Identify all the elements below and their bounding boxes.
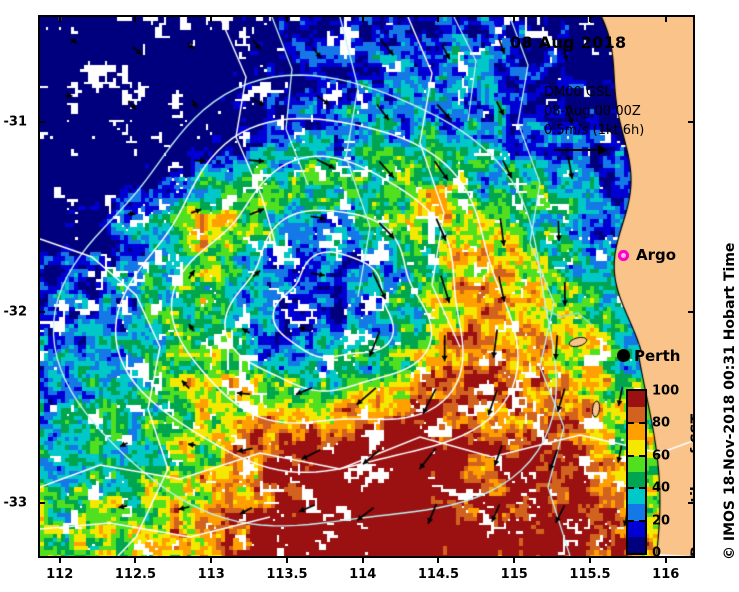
x-axis-label: 112: [46, 567, 74, 582]
colorbar-tick-right: [639, 454, 645, 457]
x-tick-top: [58, 15, 61, 22]
sst-percentile-raster: [40, 17, 693, 556]
velocity-legend-scale: 0.5m/s (1kt 6h): [544, 123, 645, 138]
x-axis-label: 114: [349, 567, 377, 582]
x-tick: [285, 556, 288, 563]
perth-marker-label: Perth: [634, 347, 681, 365]
x-axis-label: 115.5: [569, 567, 611, 582]
colorbar-tick-label: 20: [652, 513, 671, 529]
colorbar-tick-label: 80: [652, 415, 671, 431]
x-tick: [513, 556, 516, 563]
map-title-date: 08 Aug 2018: [510, 33, 627, 52]
x-tick: [588, 556, 591, 563]
colorbar-band: [628, 455, 645, 472]
x-tick: [664, 556, 667, 563]
colorbar-band: [628, 536, 645, 553]
x-axis-label: 113.5: [266, 567, 308, 582]
colorbar-tick: [628, 422, 634, 425]
x-axis-label: 115: [500, 567, 528, 582]
y-axis-label: -32: [3, 304, 28, 320]
colorbar-band: [628, 488, 645, 505]
colorbar-band: [628, 471, 645, 489]
x-tick-top: [588, 15, 591, 22]
colorbar-tick-right: [639, 487, 645, 490]
argo-marker-label: Argo: [636, 246, 677, 264]
colorbar-tick-right: [639, 422, 645, 425]
colorbar-tick-label: 100: [652, 383, 680, 399]
x-tick-top: [513, 15, 516, 22]
colorbar-band: [628, 423, 645, 440]
perth-city-marker[interactable]: [617, 349, 630, 362]
colorbar-tick-label: 40: [652, 480, 671, 496]
colorbar-band: [628, 391, 645, 408]
colorbar-tick: [628, 519, 634, 522]
imos-credit: © IMOS 18-Nov-2018 00:31 Hobart Time: [722, 242, 738, 560]
x-axis-label: 114.5: [417, 567, 460, 582]
y-axis-label: -33: [3, 495, 28, 511]
y-tick-right: [688, 120, 695, 123]
x-axis-label: 112.5: [114, 567, 156, 582]
y-tick: [38, 120, 45, 123]
x-tick-top: [361, 15, 364, 22]
colorbar-band: [628, 407, 645, 424]
y-tick-right: [688, 501, 695, 504]
colorbar-gradient: [626, 389, 647, 555]
colorbar-band: [628, 504, 645, 521]
x-tick-top: [134, 15, 137, 22]
colorbar-tick-label: 60: [652, 448, 671, 464]
y-tick: [38, 501, 45, 504]
x-tick: [58, 556, 61, 563]
x-tick: [210, 556, 213, 563]
colorbar-band: [628, 439, 645, 456]
y-tick-right: [688, 311, 695, 314]
y-axis-label: -31: [3, 114, 28, 130]
x-axis-label: 113: [197, 567, 225, 582]
x-tick: [437, 556, 440, 563]
x-axis-label: 116: [652, 567, 680, 582]
map-plot-area[interactable]: 08 Aug 2018 DM00 GSL 08-Aug 00:00Z 0.5m/…: [38, 15, 695, 558]
velocity-legend-source: DM00 GSL: [544, 85, 612, 100]
colorbar-tick-label: 0: [652, 545, 662, 558]
x-tick-top: [285, 15, 288, 22]
velocity-legend-time: 08-Aug 00:00Z: [544, 104, 641, 119]
colorbar-band: [628, 520, 645, 537]
x-tick-top: [437, 15, 440, 22]
x-tick-top: [210, 15, 213, 22]
x-tick: [134, 556, 137, 563]
x-tick: [361, 556, 364, 563]
right-arrow-icon: [554, 145, 608, 155]
colorbar-tick: [628, 487, 634, 490]
colorbar-tick-right: [639, 519, 645, 522]
x-tick-top: [664, 15, 667, 22]
y-tick: [38, 311, 45, 314]
argo-float-marker[interactable]: [618, 250, 629, 261]
colorbar-title: Percentiles of SST: [689, 413, 695, 557]
colorbar-tick: [628, 454, 634, 457]
